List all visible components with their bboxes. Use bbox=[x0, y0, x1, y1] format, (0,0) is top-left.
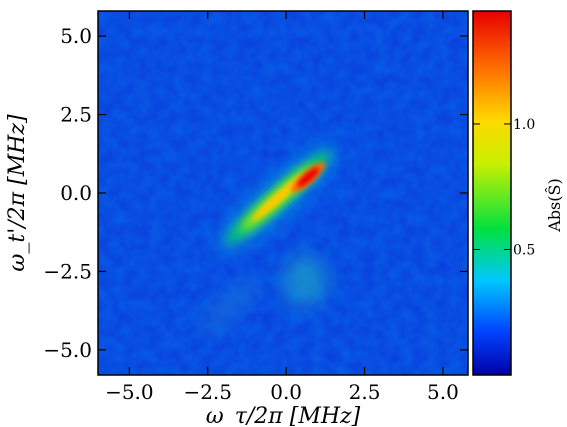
ridge-layer bbox=[252, 174, 305, 221]
x-tick-label: −5.0 bbox=[105, 380, 154, 404]
y-tick-label: 5.0 bbox=[60, 24, 92, 48]
y-tick-label: −2.5 bbox=[43, 259, 92, 283]
secondary-blob bbox=[282, 254, 327, 307]
y-tick-label: 2.5 bbox=[60, 103, 92, 127]
x-tick-label: 2.5 bbox=[349, 380, 381, 404]
y-axis-label: ω_t'/2π [MHz] bbox=[5, 114, 30, 272]
ridge-peak bbox=[297, 167, 319, 188]
y-axis: −5.0 −2.5 0.0 2.5 5.0 bbox=[43, 24, 468, 362]
x-axis-label: ω_τ/2π [MHz] bbox=[206, 404, 361, 427]
heatmap-features bbox=[198, 143, 339, 334]
colorbar-frame bbox=[472, 10, 512, 376]
colorbar-label: Abs(Ŝ) bbox=[544, 178, 564, 232]
ridge-tail bbox=[198, 278, 261, 334]
y-tick-label: −5.0 bbox=[43, 338, 92, 362]
heatmap-plot-area bbox=[98, 11, 468, 375]
x-tick-label: 5.0 bbox=[427, 380, 459, 404]
colorbar-gradient bbox=[473, 11, 511, 375]
x-tick-label: 0.0 bbox=[270, 380, 302, 404]
colorbar-tick-label: 0.5 bbox=[513, 242, 535, 258]
colorbar: 0.5 1.0 Abs(Ŝ) bbox=[472, 10, 564, 376]
colorbar-ticks: 0.5 1.0 bbox=[473, 117, 535, 258]
colorbar-tick-label: 1.0 bbox=[513, 117, 535, 133]
x-tick-label: −2.5 bbox=[183, 380, 232, 404]
x-axis: −5.0 −2.5 0.0 2.5 5.0 bbox=[105, 11, 459, 404]
y-tick-label: 0.0 bbox=[60, 181, 92, 205]
